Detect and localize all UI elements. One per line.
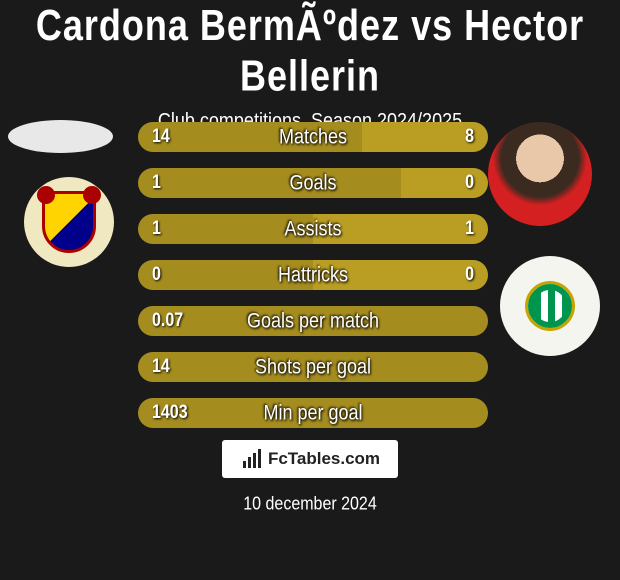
- player-left-avatar: [8, 120, 113, 153]
- stat-value-left: 1403: [152, 402, 188, 424]
- stat-label: Matches: [279, 124, 347, 149]
- player-right-avatar: [488, 122, 592, 226]
- stat-value-left: 14: [152, 356, 170, 378]
- stat-value-right: 0: [465, 172, 474, 194]
- betis-badge-icon: [528, 284, 572, 328]
- stat-row: 14 Shots per goal: [138, 352, 488, 382]
- stat-value-left: 0.07: [152, 310, 183, 332]
- stats-container: 14 8 Matches 1 0 Goals 1 1 Assists 0 0 Hattricks 0.0…: [138, 122, 488, 444]
- stat-value-right: 8: [465, 126, 474, 148]
- stat-label: Hattricks: [278, 262, 348, 287]
- stat-row: 0 0 Hattricks: [138, 260, 488, 290]
- stat-row: 1 1 Assists: [138, 214, 488, 244]
- villarreal-shield-icon: [42, 191, 96, 253]
- brand-badge: FcTables.com: [222, 440, 398, 478]
- stat-bar-right: [401, 168, 489, 198]
- player-left-club-badge: [24, 177, 114, 267]
- stat-label: Goals per match: [247, 308, 379, 333]
- stat-value-right: 0: [465, 264, 474, 286]
- stat-value-left: 14: [152, 126, 170, 148]
- stat-value-left: 1: [152, 172, 161, 194]
- stat-label: Min per goal: [263, 400, 362, 425]
- stat-label: Assists: [284, 216, 341, 241]
- stat-bar-left: [138, 168, 401, 198]
- stat-row: 14 8 Matches: [138, 122, 488, 152]
- stat-row: 1403 Min per goal: [138, 398, 488, 428]
- stat-row: 1 0 Goals: [138, 168, 488, 198]
- chart-icon: [240, 447, 264, 471]
- date-label: 10 december 2024: [0, 495, 620, 516]
- stat-value-left: 0: [152, 264, 161, 286]
- stat-value-left: 1: [152, 218, 161, 240]
- brand-label: FcTables.com: [268, 449, 380, 469]
- stat-label: Shots per goal: [255, 354, 371, 379]
- page-title: Cardona BermÃºdez vs Hector Bellerin: [0, 0, 620, 101]
- stat-row: 0.07 Goals per match: [138, 306, 488, 336]
- stat-value-right: 1: [465, 218, 474, 240]
- stat-label: Goals: [289, 170, 336, 195]
- player-right-club-badge: [500, 256, 600, 356]
